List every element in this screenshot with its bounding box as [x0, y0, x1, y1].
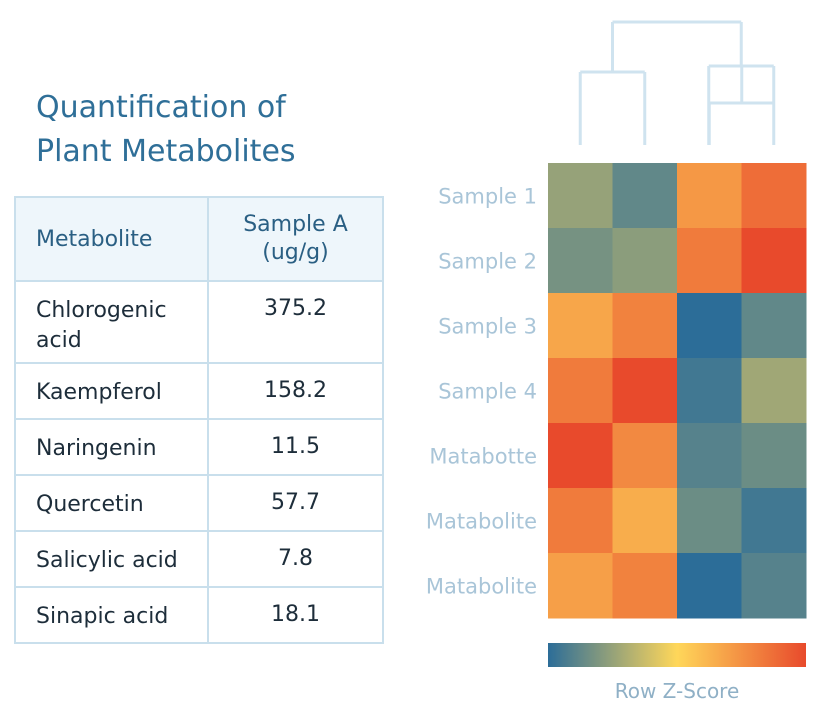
row-label: Sample 4: [438, 380, 537, 404]
header-sample-a-line1: Sample A: [243, 212, 348, 237]
metabolite-name: Naringenin: [14, 418, 209, 476]
metabolite-name: Quercetin: [14, 474, 209, 532]
heatmap-cell: [677, 293, 742, 359]
row-label: Sample 2: [438, 250, 537, 274]
title-line-2: Plant Metabolites: [36, 134, 296, 169]
table-row: Naringenin 11.5: [14, 418, 384, 476]
heatmap-cell: [548, 553, 613, 619]
heatmap-cell: [677, 163, 742, 229]
heatmap-cell: [548, 163, 613, 229]
table-row: Quercetin 57.7: [14, 474, 384, 532]
row-label: Matabotte: [429, 445, 537, 469]
row-label: Matabolite: [426, 510, 537, 534]
row-labels: Sample 1 Sample 2 Sample 3 Sample 4 Matabott…: [426, 185, 537, 599]
header-sample-a-line2: (ug/g): [262, 240, 329, 265]
heatmap-cell: [741, 358, 807, 424]
column-dendrogram: [578, 20, 776, 145]
heatmap-cell: [548, 423, 613, 489]
page-title: Quantification of Plant Metabolites: [36, 86, 376, 174]
heatmap-cell: [677, 553, 742, 619]
row-label: Sample 3: [438, 315, 537, 339]
heatmap-cell: [612, 553, 678, 619]
title-line-1: Quantification of: [36, 90, 286, 125]
heatmap-cell: [677, 358, 742, 424]
colorbar: [548, 643, 806, 667]
heatmap-cell: [612, 488, 678, 554]
heatmap-cell: [612, 423, 678, 489]
heatmap-cell: [548, 358, 613, 424]
row-label: Matabolite: [426, 575, 537, 599]
metabolite-table: Metabolite Sample A (ug/g) Chlorogenic a…: [14, 196, 384, 644]
metabolite-name-line2: acid: [36, 328, 82, 353]
row-label: Sample 1: [438, 185, 537, 209]
heatmap-cells: [548, 163, 807, 619]
metabolite-name: Salicylic acid: [14, 530, 209, 588]
heatmap-cell: [612, 358, 678, 424]
heatmap-cell: [741, 293, 807, 359]
metabolite-name: Chlorogenic acid: [14, 280, 209, 364]
metabolite-name-line1: Chlorogenic: [36, 298, 167, 323]
metabolite-value: 57.7: [207, 474, 384, 532]
heatmap-cell: [548, 488, 613, 554]
heatmap-cell: [612, 293, 678, 359]
metabolite-value: 7.8: [207, 530, 384, 588]
metabolite-value: 375.2: [207, 280, 384, 364]
table-header-row: Metabolite Sample A (ug/g): [14, 196, 384, 282]
heatmap-cell: [677, 423, 742, 489]
heatmap-cell: [612, 163, 678, 229]
heatmap-cell: [741, 228, 807, 294]
heatmap-cell: [677, 228, 742, 294]
colorbar-label: Row Z-Score: [615, 679, 740, 703]
heatmap-cell: [741, 553, 807, 619]
header-metabolite: Metabolite: [14, 196, 209, 282]
table-row: Sinapic acid 18.1: [14, 586, 384, 644]
metabolite-name: Sinapic acid: [14, 586, 209, 644]
heatmap-cell: [677, 488, 742, 554]
metabolite-name: Kaempferol: [14, 362, 209, 420]
table-row: Kaempferol 158.2: [14, 362, 384, 420]
table-row: Salicylic acid 7.8: [14, 530, 384, 588]
header-sample-a: Sample A (ug/g): [207, 196, 384, 282]
table-row: Chlorogenic acid 375.2: [14, 280, 384, 364]
metabolite-value: 158.2: [207, 362, 384, 420]
metabolite-value: 18.1: [207, 586, 384, 644]
heatmap-cell: [548, 228, 613, 294]
heatmap-cell: [548, 293, 613, 359]
heatmap-cell: [741, 163, 807, 229]
heatmap-cell: [741, 423, 807, 489]
heatmap-cell: [612, 228, 678, 294]
heatmap-cell: [741, 488, 807, 554]
metabolite-value: 11.5: [207, 418, 384, 476]
